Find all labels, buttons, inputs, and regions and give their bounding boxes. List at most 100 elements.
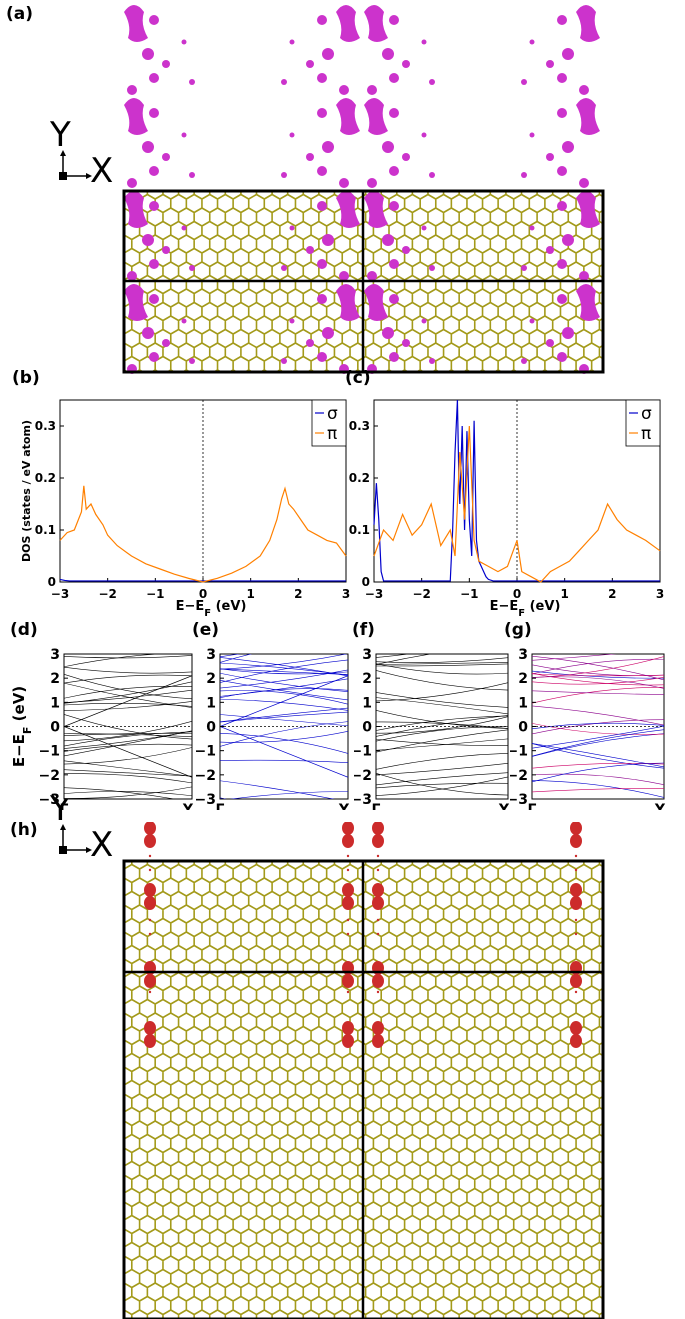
panel-label-a: (a): [6, 4, 34, 24]
x-tick-label: 3: [656, 587, 664, 601]
x-tick-label-y: Y: [498, 802, 510, 810]
axis-indicator-h: Y X: [40, 792, 120, 872]
y-tick-label: 0: [362, 720, 372, 736]
y-tick-label: −3: [354, 792, 372, 808]
x-tick-label: 1: [246, 587, 254, 601]
y-tick-label: −3: [39, 792, 60, 808]
axis-arrows-icon: [59, 824, 92, 854]
x-tick-label: 1: [560, 587, 568, 601]
y-tick-label: −2: [510, 768, 528, 784]
structure-isosurface-h: [122, 822, 605, 1319]
y-tick-label: 1: [50, 695, 60, 711]
y-tick-label: 0: [518, 720, 528, 736]
y-tick-label: 2: [50, 671, 60, 687]
y-tick-label: 1: [362, 695, 372, 711]
x-tick-label: 0: [199, 587, 207, 601]
band-chart-f: −3 −2 −1 0 1 2 3 Γ Y: [354, 647, 510, 810]
band-chart-e: −3 −2 −1 0 1 2 3 Γ Y: [196, 647, 350, 810]
y-tick-label: 0: [206, 720, 216, 736]
x-tick-label: −3: [51, 587, 69, 601]
panel-label-f: (f): [352, 620, 375, 640]
x-tick-label: −1: [146, 587, 164, 601]
y-tick-label: 0.2: [349, 471, 370, 485]
band-chart-g: −3 −2 −1 0 1 2 3 Γ Y: [510, 647, 666, 810]
y-tick-label: 0.2: [35, 471, 56, 485]
isosurface-blobs: [124, 5, 600, 374]
y-tick-label: 0: [48, 575, 56, 589]
x-tick-label: 2: [294, 587, 302, 601]
band-lines: [220, 654, 348, 799]
dos-chart-c: −3 −2 −1 0 1 2 3 0 0.1 0.2 0.3 σπ E−EF (eV): [349, 399, 664, 618]
axis-y-label: Y: [50, 115, 71, 155]
x-axis-label: E−EF (eV): [490, 599, 561, 618]
band-chart-d: −3 −2 −1 0 1 2 3 Γ Y E−EF (eV): [10, 647, 194, 810]
x-tick-label: −3: [365, 587, 383, 601]
y-tick-label: 2: [518, 671, 528, 687]
legend-label: π: [327, 424, 337, 444]
band-lines: [532, 654, 664, 798]
panel-label-g: (g): [504, 620, 532, 640]
y-tick-label: −1: [510, 744, 528, 760]
axis-x-label: X: [90, 151, 114, 191]
x-tick-label: −1: [460, 587, 478, 601]
x-tick-label-gamma: Γ: [372, 802, 381, 810]
x-tick-label-gamma: Γ: [216, 802, 225, 810]
plot-frame: [373, 399, 661, 583]
y-tick-label: 0.1: [35, 523, 56, 537]
y-tick-label: 3: [362, 647, 372, 663]
axis-y-label: Y: [50, 789, 71, 829]
y-tick-label: −2: [354, 768, 372, 784]
x-tick-label-y: Y: [182, 802, 194, 810]
y-tick-label: 2: [362, 671, 372, 687]
y-tick-label: 0.3: [349, 419, 370, 433]
legend-label: σ: [327, 404, 338, 424]
axis-arrows-icon: [59, 150, 92, 180]
y-tick-label: −3: [196, 792, 216, 808]
panel-label-b: (b): [12, 368, 40, 388]
x-axis-label: E−EF (eV): [176, 599, 247, 618]
dos-chart-b: −3 −2 −1 0 1 2 3 0 0.1 0.2 0.3 σπ E−EF (eV) DOS (stat…: [20, 399, 350, 618]
y-tick-label: −1: [354, 744, 372, 760]
y-tick-label: 3: [518, 647, 528, 663]
axis-indicator-a: Y X: [40, 118, 120, 198]
x-tick-label: −2: [98, 587, 116, 601]
series-line-pi: [59, 485, 347, 583]
x-tick-label-y: Y: [654, 802, 666, 810]
graphene-lattice: [124, 860, 604, 1319]
y-tick-label: 3: [206, 647, 216, 663]
band-lines: [64, 654, 192, 799]
legend-box: [311, 399, 347, 447]
legend-box: [625, 399, 661, 447]
y-axis-label: DOS (states / eV atom): [20, 420, 33, 562]
plot-frame: [59, 399, 347, 583]
series-line-sigma: [373, 399, 660, 582]
x-tick-label: 2: [608, 587, 616, 601]
x-tick-label: −2: [412, 587, 430, 601]
x-tick-label: 3: [342, 587, 350, 601]
y-tick-label: 1: [206, 695, 216, 711]
isosurface-blobs: [144, 822, 582, 1048]
series-line-pi: [373, 425, 661, 583]
y-tick-label: 0.1: [349, 523, 370, 537]
panel-label-d: (d): [10, 620, 38, 640]
y-tick-label: 0: [362, 575, 370, 589]
legend-label: π: [641, 424, 651, 444]
y-axis-label: E−EF (eV): [10, 686, 34, 767]
y-tick-label: −3: [510, 792, 528, 808]
y-tick-label: 3: [50, 647, 60, 663]
y-tick-label: −1: [196, 744, 216, 760]
y-tick-label: −2: [39, 768, 60, 784]
legend-label: σ: [641, 404, 652, 424]
x-tick-label-gamma: Γ: [60, 802, 69, 810]
x-tick-label-gamma: Γ: [528, 802, 537, 810]
panel-label-h: (h): [10, 820, 38, 840]
x-tick-label: 0: [513, 587, 521, 601]
x-tick-label-y: Y: [338, 802, 350, 810]
y-tick-label: 1: [518, 695, 528, 711]
panel-label-e: (e): [192, 620, 220, 640]
y-tick-label: 2: [206, 671, 216, 687]
structure-isosurface-a: [122, 5, 605, 374]
y-tick-label: −2: [196, 768, 216, 784]
y-tick-label: 0.3: [35, 419, 56, 433]
y-tick-label: 0: [50, 720, 60, 736]
